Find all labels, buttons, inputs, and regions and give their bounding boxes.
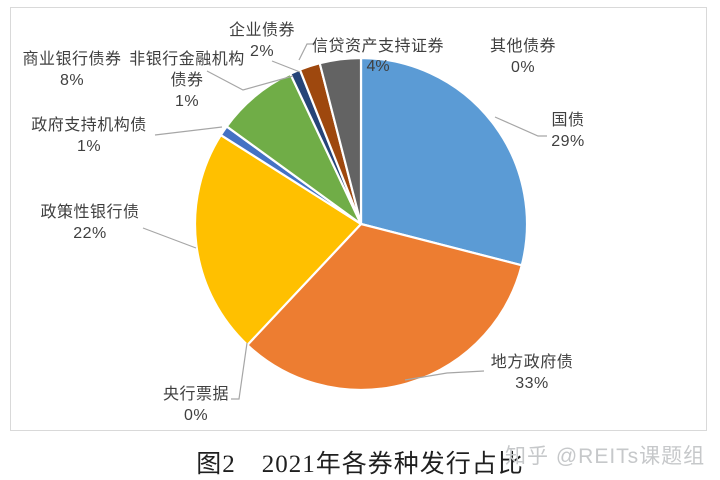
zhihu-watermark: 知乎 @REITs课题组 (505, 445, 706, 468)
pie-slice-0 (359, 56, 529, 267)
pie-label-credit-abs: 信贷资产支持证券 (312, 36, 462, 57)
leader-line-enterprise-bonds (271, 60, 301, 73)
pie-label-text: 政府支持机构债 (31, 117, 147, 134)
pie-label-non-bank-financial-institution-bonds: 非银行金融机构债券 1% (129, 49, 245, 112)
pie-label-pct: 8% (59, 72, 85, 89)
pie-label-policy-bank-bonds: 政策性银行债 22% (10, 202, 170, 244)
pie-label-text: 国债 (551, 112, 585, 129)
leader-line-gov-supported-bonds (154, 126, 223, 136)
pie-label-central-bank-bills: 央行票据 0% (136, 384, 256, 426)
pie-label-pct: 22% (73, 225, 107, 242)
pie-label-text: 非银行金融机构债券 (129, 51, 245, 89)
pie-label-other-bonds: 其他债券 0% (463, 36, 583, 78)
pie-label-text: 其他债券 (489, 38, 556, 55)
leader-line-credit-abs (298, 43, 314, 61)
pie-label-enterprise-bonds: 企业债券 2% (212, 20, 312, 62)
pie-label-text: 信贷资产支持证券 (312, 38, 445, 55)
pie-label-text: 商业银行债券 (22, 51, 122, 68)
leader-line-non-bank-bonds (206, 70, 294, 91)
leader-line-central-bank-bills (231, 342, 248, 400)
pie-slice-8 (318, 56, 363, 226)
pie-label-pct: 1% (76, 138, 102, 155)
pie-slice-3 (193, 133, 363, 347)
leader-line-treasury-bonds (494, 116, 547, 137)
leader-line-policy-bank-bonds (142, 227, 197, 249)
pie-label-credit-abs-pct: 4% (366, 58, 390, 75)
pie-label-text: 政策性银行债 (40, 204, 140, 221)
pie-label-treasury-bonds: 国债 29% (528, 110, 608, 152)
pie-label-commercial-bank-bonds: 商业银行债券 8% (2, 49, 142, 91)
pie-label-text: 央行票据 (162, 386, 229, 403)
pie-label-government-supported-agency-bonds: 政府支持机构债 1% (9, 115, 169, 157)
pie-label-pct: 29% (551, 133, 585, 150)
pie-label-pct: 33% (515, 375, 549, 392)
pie-label-text: 地方政府债 (490, 354, 574, 371)
figure-caption: 图2 2021年各券种发行占比 (196, 451, 524, 478)
pie-label-pct: 0% (510, 59, 536, 76)
leader-line-local-government-bonds (404, 370, 485, 381)
pie-label-text: 企业债券 (228, 22, 295, 39)
pie-label-pct: 1% (174, 93, 200, 110)
pie-label-local-government-bonds: 地方政府债 33% (457, 352, 607, 394)
pie-label-pct: 2% (249, 43, 275, 60)
pie-slice-1 (246, 222, 523, 392)
pie-label-pct: 0% (183, 407, 209, 424)
